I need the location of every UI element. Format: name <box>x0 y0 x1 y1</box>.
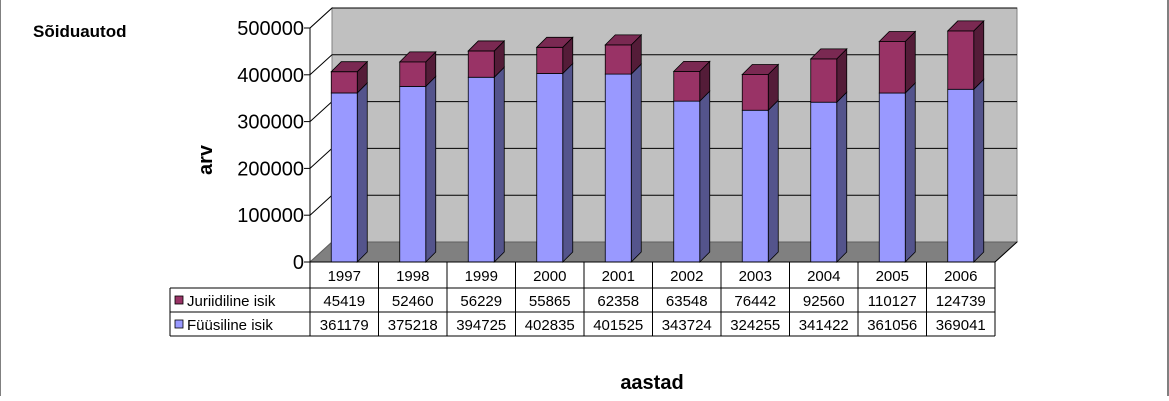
bar-side <box>699 90 711 263</box>
bar-segment <box>810 58 838 103</box>
bar-segment <box>673 100 701 263</box>
legend-swatch <box>174 319 184 329</box>
table-header-year: 1997 <box>328 268 361 285</box>
table-header-year: 2003 <box>739 268 772 285</box>
y-tick-label: 300000 <box>237 112 304 134</box>
bar-side <box>904 30 916 94</box>
legend-swatch <box>174 295 184 305</box>
table-cell-value: 76442 <box>734 293 776 310</box>
bar-top <box>946 20 985 32</box>
bar-side <box>767 99 779 263</box>
table-cell-value: 63548 <box>666 293 708 310</box>
table-cell-value: 401525 <box>593 317 643 334</box>
bar-segment <box>467 50 495 78</box>
bar-side <box>493 66 505 263</box>
plot-side-wall <box>309 6 333 264</box>
bar-top <box>604 34 643 46</box>
bar-segment <box>536 73 564 263</box>
bar-segment <box>810 101 838 263</box>
table-cell-value: 324255 <box>730 317 780 334</box>
table-cell-value: 361056 <box>867 317 917 334</box>
bar-segment <box>330 92 358 263</box>
bar-top <box>535 36 574 48</box>
table-header-year: 1998 <box>396 268 429 285</box>
table-header-year: 2004 <box>807 268 840 285</box>
y-axis-label: arv <box>195 144 217 175</box>
y-tick-label: 0 <box>293 252 304 274</box>
bar-segment <box>467 76 495 263</box>
x-axis-label: aastad <box>620 372 683 394</box>
bar-side <box>562 62 574 263</box>
table-cell-value: 394725 <box>456 317 506 334</box>
table-cell-value: 402835 <box>525 317 575 334</box>
table-cell-value: 62358 <box>597 293 639 310</box>
bar-segment <box>947 88 975 263</box>
table-header-year: 1999 <box>465 268 498 285</box>
bar-top <box>741 64 780 75</box>
bar-top <box>809 48 848 60</box>
bar-segment <box>330 71 358 94</box>
table-cell-value: 361179 <box>320 317 369 334</box>
table-cell-value: 375218 <box>388 317 438 334</box>
bar-segment <box>536 46 564 74</box>
bar-segment <box>741 74 769 111</box>
plot-area: 0 100000 200000 300000 400000 500000 1997 1998 1… <box>169 6 1019 337</box>
table-header-year: 2005 <box>876 268 909 285</box>
table-header-year: 2001 <box>602 268 635 285</box>
bar-segment <box>878 92 906 263</box>
bar-segment <box>399 85 427 263</box>
bar-segment <box>673 70 701 102</box>
bar-top <box>672 60 711 72</box>
bar-side <box>904 82 916 263</box>
bar-top <box>398 51 437 63</box>
y-tick-label: 500000 <box>237 18 304 40</box>
bar-top <box>330 61 369 73</box>
bar-segment <box>947 30 975 90</box>
bar-side <box>356 82 368 263</box>
gridline <box>309 7 1017 29</box>
bar-side <box>425 75 437 263</box>
legend-label: Juriidiline isik <box>187 293 276 310</box>
table-cell-value: 369041 <box>936 317 986 334</box>
gridline <box>309 54 1017 76</box>
table-border <box>994 241 1018 263</box>
table-cell-value: 45419 <box>323 293 365 310</box>
legend-label: Füüsiline isik <box>187 317 273 334</box>
table-cell-value: 92560 <box>803 293 845 310</box>
table-cell-value: 56229 <box>460 293 502 310</box>
bar-side <box>973 19 985 91</box>
bar-segment <box>399 61 427 87</box>
bar-side <box>836 91 848 263</box>
y-tick-label: 200000 <box>237 158 304 180</box>
table-cell-value: 343724 <box>662 317 712 334</box>
y-tick-label: 100000 <box>237 205 304 227</box>
bar-segment <box>604 73 632 263</box>
y-tick-label: 400000 <box>237 65 304 87</box>
table-header-year: 2000 <box>533 268 566 285</box>
table-cell-value: 341422 <box>799 317 849 334</box>
table-cell-value: 52460 <box>392 293 434 310</box>
table-cell-value: 55865 <box>529 293 571 310</box>
chart-title: Sõiduautod <box>33 22 126 41</box>
bar-segment <box>604 44 632 75</box>
table-cell-value: 124739 <box>936 293 986 310</box>
bar-segment <box>878 41 906 94</box>
table-header-year: 2002 <box>670 268 703 285</box>
bar-side <box>973 78 985 263</box>
bar-top <box>467 40 506 52</box>
bar-side <box>630 63 642 263</box>
bar-segment <box>741 109 769 263</box>
bar-top <box>878 31 917 42</box>
table-header-year: 2006 <box>944 268 977 285</box>
table-cell-value: 110127 <box>868 293 917 310</box>
